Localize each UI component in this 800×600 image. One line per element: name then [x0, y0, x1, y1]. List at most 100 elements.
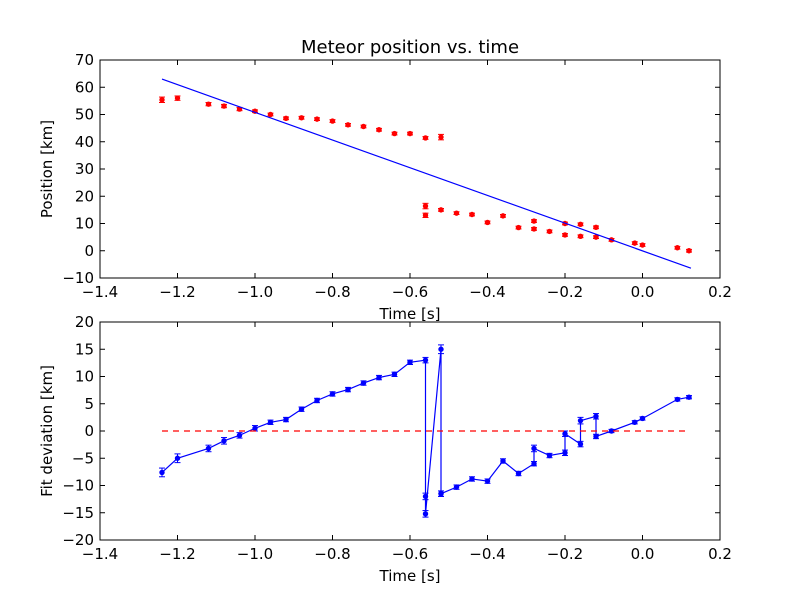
data-point [438, 490, 444, 497]
data-point [267, 419, 274, 425]
data-point [314, 116, 320, 122]
data-point [283, 115, 289, 122]
data-point [314, 397, 320, 404]
data-point [531, 218, 537, 224]
data-point [453, 210, 460, 216]
data-point [345, 386, 351, 393]
data-point [221, 438, 227, 444]
deviation-ticks: −1.4 −1.2 −1.0 −0.8 −0.6 −0.4 −0.2 0.0 0.2 −20 −15… [62, 313, 732, 563]
y-axis-label: Fit deviation [km] [38, 365, 56, 497]
data-point [639, 242, 646, 248]
x-tick-label: −1.2 [159, 545, 195, 563]
data-point [391, 371, 398, 378]
x-axis-label: Time [s] [379, 305, 441, 323]
x-tick-label: 0.2 [708, 283, 732, 301]
data-point [469, 476, 475, 482]
deviation-line [161, 349, 690, 514]
data-point [422, 511, 429, 517]
data-point [484, 478, 491, 484]
data-point [531, 461, 537, 467]
data-point [515, 224, 522, 231]
data-point [422, 357, 429, 363]
y-tick-label: 50 [75, 106, 94, 124]
data-point [562, 450, 568, 456]
data-point [391, 130, 398, 137]
y-tick-label: 30 [75, 160, 94, 178]
data-point [376, 374, 382, 381]
data-point [174, 455, 181, 461]
data-point [407, 130, 413, 137]
y-tick-label: 20 [75, 187, 94, 205]
x-axis-label: Time [s] [379, 567, 441, 585]
data-point [376, 127, 382, 133]
data-point [453, 484, 460, 490]
x-tick-label: 0.2 [708, 545, 732, 563]
data-point [500, 213, 506, 219]
linear-fit-line [161, 78, 692, 269]
x-tick-label: −0.6 [392, 283, 428, 301]
x-tick-label: −0.2 [547, 283, 583, 301]
data-point [205, 445, 212, 452]
data-point [674, 245, 681, 251]
data-point [686, 248, 692, 254]
data-point [593, 413, 599, 419]
data-point [632, 419, 638, 425]
data-point [577, 441, 584, 447]
y-tick-label: 15 [75, 340, 94, 358]
y-tick-label: −10 [62, 477, 94, 495]
data-point [329, 391, 336, 397]
x-tick-label: −1.2 [159, 283, 195, 301]
data-point [469, 211, 475, 218]
x-tick-label: −0.4 [469, 283, 505, 301]
deviation-plot-area [159, 344, 692, 518]
data-point [531, 445, 537, 452]
x-tick-label: −1.4 [82, 545, 118, 563]
data-point [674, 396, 681, 403]
data-point [546, 228, 553, 235]
y-tick-label: 70 [75, 51, 94, 69]
x-tick-label: 0.0 [631, 545, 655, 563]
x-tick-label: −1.4 [82, 283, 118, 301]
data-point [531, 226, 537, 232]
x-tick-label: −0.6 [392, 545, 428, 563]
x-tick-label: −1.0 [237, 283, 273, 301]
y-tick-label: 0 [84, 422, 94, 440]
y-tick-label: 60 [75, 78, 94, 96]
data-point [562, 431, 568, 437]
y-tick-label: −5 [72, 449, 94, 467]
data-point [298, 406, 305, 412]
y-axis-label: Position [km] [38, 120, 56, 218]
x-tick-label: −0.8 [314, 283, 350, 301]
data-point [639, 415, 646, 422]
data-point [221, 103, 227, 109]
data-point [593, 433, 599, 440]
x-tick-label: −0.2 [547, 545, 583, 563]
position-plot-area [159, 78, 692, 269]
data-point [546, 452, 553, 459]
x-tick-label: −1.0 [237, 545, 273, 563]
x-tick-label: 0.0 [631, 283, 655, 301]
data-point [593, 224, 599, 231]
data-point [174, 95, 181, 101]
position-ticks: −1.4 −1.2 −1.0 −0.8 −0.6 −0.4 −0.2 0.0 0.2 −10 0 10… [62, 51, 732, 301]
y-tick-label: 40 [75, 133, 94, 151]
y-tick-label: −20 [62, 531, 94, 549]
data-point [252, 425, 258, 431]
data-point [267, 111, 274, 118]
data-point [577, 221, 584, 228]
data-point [422, 203, 429, 209]
data-point [593, 234, 599, 240]
y-tick-label: 10 [75, 215, 94, 233]
data-point [422, 212, 429, 219]
data-point [422, 135, 429, 141]
data-point [345, 122, 351, 128]
data-point [562, 232, 568, 238]
data-point [515, 470, 522, 477]
data-point [360, 380, 367, 386]
data-point [283, 416, 289, 423]
data-point [438, 346, 444, 352]
data-point [500, 458, 506, 464]
y-tick-label: 10 [75, 368, 94, 386]
position-panel: Meteor position vs. time −1.4 −1.2 −1.0 −0.… [38, 37, 732, 323]
